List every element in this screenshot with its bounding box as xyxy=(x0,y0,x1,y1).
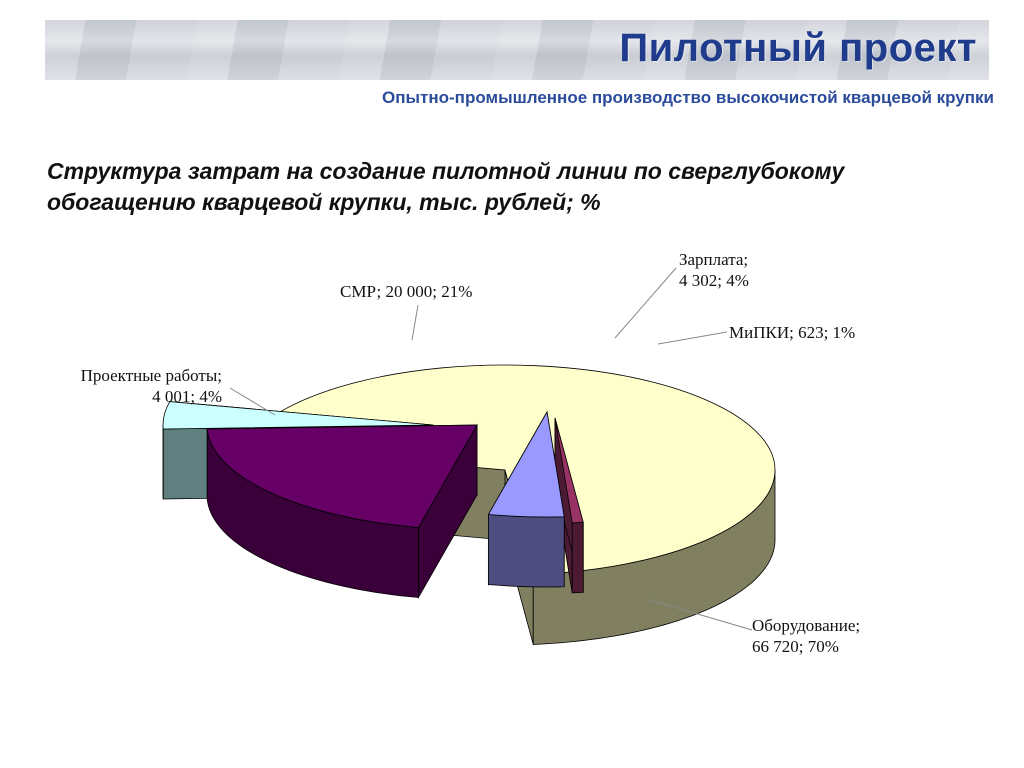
data-label-line: 4 302; 4% xyxy=(679,271,749,290)
pie-slice-outer-wall xyxy=(571,522,584,594)
chart-title: Структура затрат на создание пилотной ли… xyxy=(47,156,977,218)
data-label-line: МиПКИ; 623; 1% xyxy=(729,323,855,342)
leader-line xyxy=(614,267,677,339)
data-label-line: 4 001; 4% xyxy=(152,387,222,406)
data-label-1: Оборудование; 66 720; 70% xyxy=(752,616,860,656)
pie-slice-3 xyxy=(206,423,478,600)
leader-line xyxy=(657,331,728,345)
pie-slice-top xyxy=(206,424,478,528)
data-label-line: Проектные работы; xyxy=(81,366,222,385)
data-label-4: Зарплата; 4 302; 4% xyxy=(679,250,749,290)
leader-line xyxy=(649,599,753,631)
data-label-line: Оборудование; xyxy=(752,616,860,635)
pie-slice-top xyxy=(487,410,565,518)
page-title: Пилотный проект xyxy=(619,26,977,70)
header-banner: Пилотный проект xyxy=(45,20,989,80)
leader-line xyxy=(411,304,419,341)
data-label-line: 66 720; 70% xyxy=(752,637,839,656)
pie-slice-outer-wall xyxy=(487,514,565,588)
data-label-line: Зарплата; xyxy=(679,250,748,269)
pie-slice-5 xyxy=(554,417,584,594)
data-label-2: Проектные работы; 4 001; 4% xyxy=(81,366,222,406)
pie-slice-top xyxy=(554,417,584,524)
data-label-5: МиПКИ; 623; 1% xyxy=(729,323,855,342)
data-label-3: СМР; 20 000; 21% xyxy=(340,282,472,301)
chart-title-line-1: Структура затрат на создание пилотной ли… xyxy=(47,158,845,184)
chart-title-line-2: обогащению кварцевой крупки, тыс. рублей… xyxy=(47,189,601,215)
pie-slice-top xyxy=(162,401,434,430)
page-subtitle: Опытно-промышленное производство высокоч… xyxy=(382,88,994,107)
data-label-line: СМР; 20 000; 21% xyxy=(340,282,472,301)
pie-slice-4 xyxy=(487,410,565,588)
leader-line xyxy=(229,387,276,416)
pie-slice-top xyxy=(241,364,776,575)
